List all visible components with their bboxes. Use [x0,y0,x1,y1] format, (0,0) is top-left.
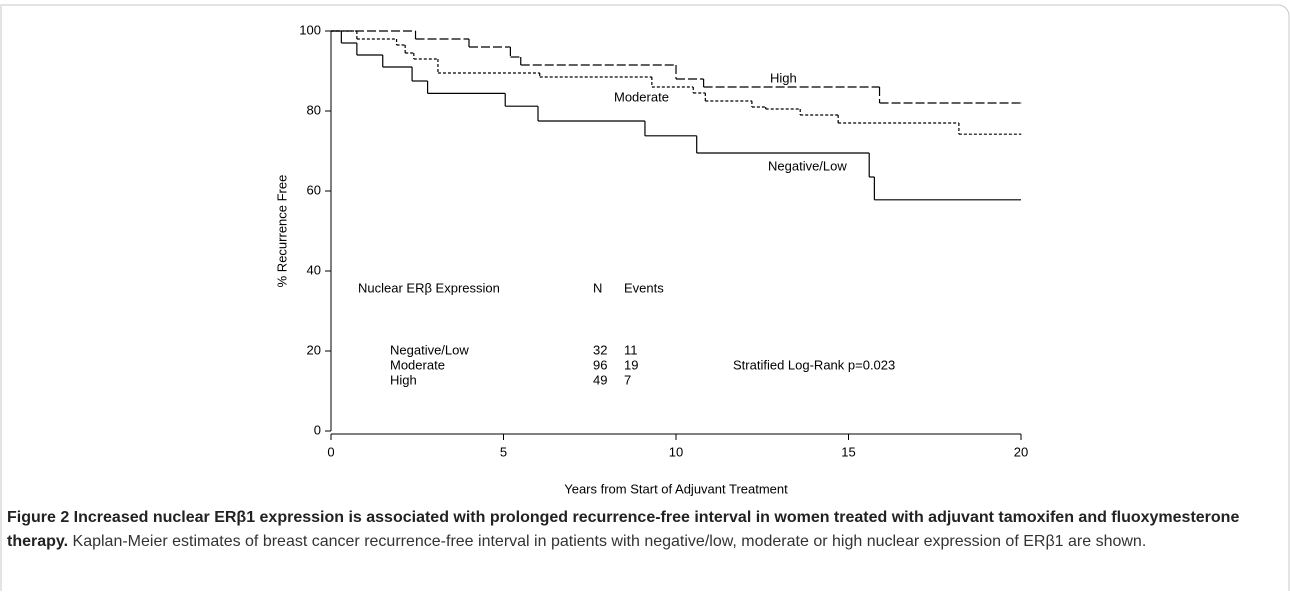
annotation: Stratified Log-Rank p=0.023 [733,357,895,372]
table-cell: 19 [624,357,638,372]
x-tick-label: 0 [327,444,334,459]
table-header: Nuclear ERβ Expression [358,280,500,295]
table-header: Events [624,280,664,295]
y-axis-label: % Recurrence Free [274,175,289,288]
table-cell: 96 [593,357,607,372]
table-cell: Negative/Low [390,342,469,357]
series-label: High [770,70,797,85]
x-tick-label: 20 [1014,444,1028,459]
x-tick-label: 10 [669,444,683,459]
series-label: Moderate [614,89,669,104]
table-header: N [593,280,602,295]
y-tick-label: 80 [307,102,321,117]
caption-text: Kaplan-Meier estimates of breast cancer … [72,533,1147,550]
y-tick-label: 60 [307,182,321,197]
table-cell: 11 [624,342,638,357]
table-cell: High [390,372,417,387]
x-tick-label: 15 [841,444,855,459]
x-axis-label: Years from Start of Adjuvant Treatment [564,481,788,496]
caption: Figure 2 Increased nuclear ERβ1 expressi… [7,506,1277,554]
caption-title: Figure 2 Increased nuclear ERβ1 expressi… [7,509,1240,550]
x-tick-label: 5 [500,444,507,459]
figure-border [0,4,1290,591]
y-tick-label: 0 [314,422,321,437]
y-tick-label: 20 [307,342,321,357]
table-cell: 7 [624,372,631,387]
table-cell: 32 [593,342,607,357]
table-cell: 49 [593,372,607,387]
table-cell: Moderate [390,357,445,372]
y-tick-label: 100 [299,22,321,37]
series-label: Negative/Low [768,158,847,173]
y-tick-label: 40 [307,262,321,277]
